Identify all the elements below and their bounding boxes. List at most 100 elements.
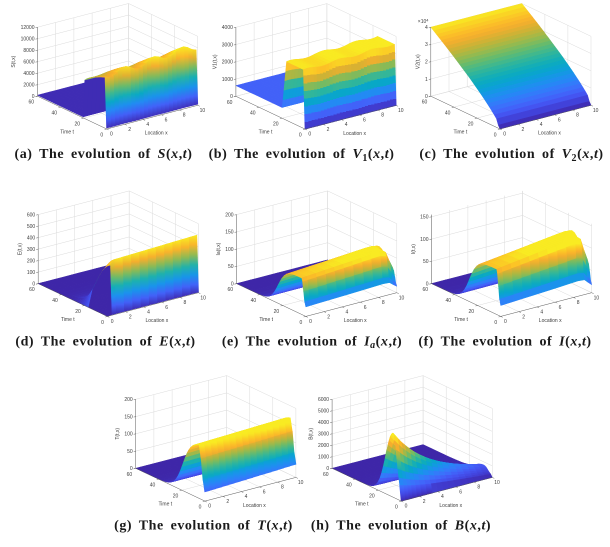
svg-text:200: 200 xyxy=(27,258,36,264)
svg-text:0: 0 xyxy=(299,133,302,139)
svg-text:200: 200 xyxy=(225,212,234,218)
svg-text:0: 0 xyxy=(308,132,311,138)
svg-text:0: 0 xyxy=(100,133,103,139)
svg-text:0: 0 xyxy=(32,281,35,287)
svg-text:0: 0 xyxy=(426,281,429,287)
svg-text:0: 0 xyxy=(395,505,398,511)
svg-text:0: 0 xyxy=(309,319,312,325)
svg-text:0: 0 xyxy=(110,132,113,138)
svg-text:4000: 4000 xyxy=(23,71,34,77)
svg-text:Time t: Time t xyxy=(454,317,468,323)
svg-text:Location x: Location x xyxy=(539,318,562,324)
svg-text:20: 20 xyxy=(468,122,474,128)
svg-text:6000: 6000 xyxy=(318,397,329,403)
svg-text:6: 6 xyxy=(364,305,367,311)
svg-text:8: 8 xyxy=(477,485,480,491)
svg-text:400: 400 xyxy=(27,235,36,241)
svg-text:20: 20 xyxy=(273,122,279,128)
svg-text:10: 10 xyxy=(593,108,599,114)
svg-text:3000: 3000 xyxy=(318,432,329,438)
svg-text:2: 2 xyxy=(425,60,428,66)
svg-text:T(t,x): T(t,x) xyxy=(115,428,121,440)
svg-text:20: 20 xyxy=(75,122,81,128)
svg-text:Time t: Time t xyxy=(60,130,74,136)
svg-text:1: 1 xyxy=(425,77,428,83)
svg-text:6: 6 xyxy=(459,490,462,496)
svg-text:10: 10 xyxy=(594,295,600,301)
svg-text:10: 10 xyxy=(399,295,405,301)
svg-text:60: 60 xyxy=(228,287,234,293)
svg-text:(d) The evolution of E(x,t): (d) The evolution of E(x,t) xyxy=(15,334,195,349)
svg-text:10: 10 xyxy=(200,108,206,114)
svg-text:200: 200 xyxy=(124,397,133,403)
svg-text:(a) The evolution of S(x,t): (a) The evolution of S(x,t) xyxy=(15,147,193,162)
svg-text:40: 40 xyxy=(52,111,58,117)
svg-text:3000: 3000 xyxy=(222,42,233,48)
svg-text:150: 150 xyxy=(225,230,234,236)
svg-text:100: 100 xyxy=(420,237,429,243)
svg-text:0: 0 xyxy=(101,320,104,326)
svg-text:Ia(t,x): Ia(t,x) xyxy=(216,242,222,255)
svg-text:Time t: Time t xyxy=(61,317,75,323)
svg-text:0: 0 xyxy=(300,320,303,326)
svg-text:4: 4 xyxy=(345,122,348,128)
svg-text:2: 2 xyxy=(522,127,525,133)
svg-text:0: 0 xyxy=(32,94,35,100)
svg-text:Time t: Time t xyxy=(158,502,172,508)
svg-text:(c) The evolution of V2(x,t): (c) The evolution of V2(x,t) xyxy=(419,147,603,164)
svg-text:6: 6 xyxy=(363,118,366,124)
svg-text:×104: ×104 xyxy=(418,18,429,26)
svg-text:0: 0 xyxy=(494,133,497,139)
svg-text:40: 40 xyxy=(250,111,256,117)
svg-text:10: 10 xyxy=(298,480,304,486)
svg-text:0: 0 xyxy=(130,466,133,472)
svg-text:40: 40 xyxy=(446,298,452,304)
svg-text:0: 0 xyxy=(326,466,329,472)
svg-text:8: 8 xyxy=(184,300,187,306)
svg-text:3: 3 xyxy=(425,42,428,48)
svg-text:10: 10 xyxy=(200,295,206,301)
svg-text:150: 150 xyxy=(124,414,133,420)
svg-text:Time t: Time t xyxy=(259,317,273,323)
svg-text:Location x: Location x xyxy=(146,318,169,324)
svg-text:40: 40 xyxy=(150,483,156,489)
svg-text:0: 0 xyxy=(231,281,234,287)
svg-text:2000: 2000 xyxy=(222,60,233,66)
svg-text:1000: 1000 xyxy=(318,455,329,461)
svg-text:6000: 6000 xyxy=(23,60,34,66)
svg-text:60: 60 xyxy=(422,287,428,293)
svg-text:40: 40 xyxy=(445,111,451,117)
svg-text:4: 4 xyxy=(540,122,543,128)
svg-text:20: 20 xyxy=(369,494,375,500)
svg-text:8: 8 xyxy=(381,113,384,119)
svg-text:8: 8 xyxy=(382,300,385,306)
svg-text:100: 100 xyxy=(27,270,36,276)
svg-text:8000: 8000 xyxy=(23,48,34,54)
svg-text:60: 60 xyxy=(127,472,133,478)
svg-text:1000: 1000 xyxy=(222,77,233,83)
svg-text:500: 500 xyxy=(27,224,36,230)
svg-text:300: 300 xyxy=(27,247,36,253)
svg-text:E(t,x): E(t,x) xyxy=(18,243,24,255)
svg-text:60: 60 xyxy=(227,100,233,106)
svg-text:2: 2 xyxy=(226,499,229,505)
svg-text:4: 4 xyxy=(540,310,543,316)
svg-text:8: 8 xyxy=(183,113,186,119)
svg-text:40: 40 xyxy=(52,298,58,304)
svg-text:6: 6 xyxy=(559,305,562,311)
svg-text:4000: 4000 xyxy=(318,420,329,426)
svg-text:600: 600 xyxy=(27,212,36,218)
svg-text:(b) The evolution of V1(x,t): (b) The evolution of V1(x,t) xyxy=(209,147,395,164)
svg-text:2: 2 xyxy=(128,127,131,133)
svg-text:10: 10 xyxy=(494,480,500,486)
svg-text:6: 6 xyxy=(558,117,561,123)
svg-text:0: 0 xyxy=(230,94,233,100)
svg-text:8: 8 xyxy=(577,300,580,306)
svg-text:0: 0 xyxy=(503,132,506,138)
svg-text:6: 6 xyxy=(165,117,168,123)
svg-text:2000: 2000 xyxy=(318,443,329,449)
svg-text:50: 50 xyxy=(228,264,234,270)
svg-text:2: 2 xyxy=(522,314,525,320)
svg-text:0: 0 xyxy=(425,94,428,100)
svg-text:0: 0 xyxy=(405,504,408,510)
